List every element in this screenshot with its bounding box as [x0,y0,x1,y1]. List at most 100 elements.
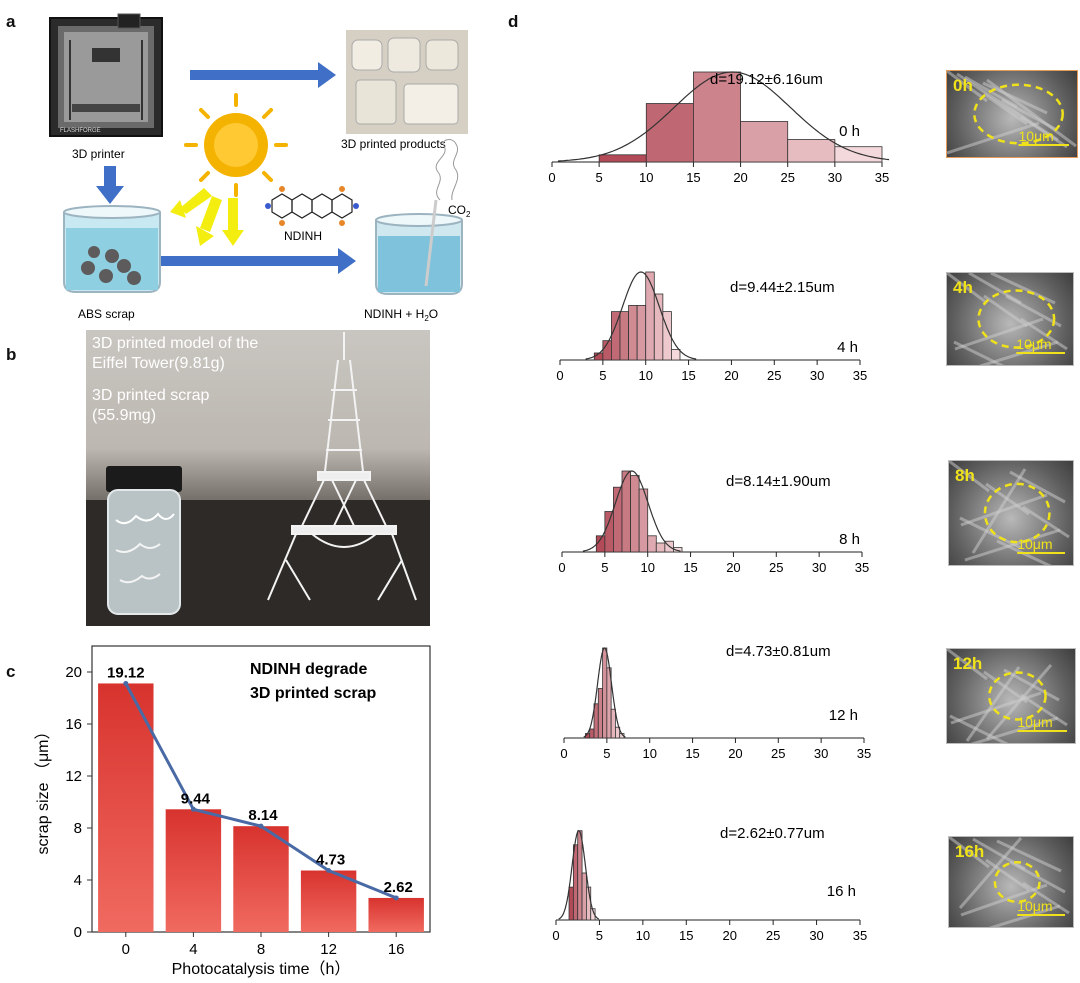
panel-a-schematic: FLASHFORGE 3D printer 3D printed product… [49,13,471,323]
hist-x-tick-label: 25 [769,560,783,575]
particle-outline [987,671,1047,721]
sem-scale-label: 10μm [1016,336,1051,352]
hist-bar [673,547,683,553]
hist-bar [604,511,614,553]
x-tick-label: 0 [122,941,130,958]
scrap-label: ABS scrap [78,307,135,321]
scrap-size-chart: 0 4 8 12 16 20 0 4 8 12 16 19.12 9.44 8.14 4.73 2.62 NDI… [34,645,431,978]
trend-point [326,868,332,874]
hist-x-tick-label: 10 [640,560,654,575]
caption-line-3: 3D printed scrap [92,387,210,404]
hist-x-tick-label: 20 [722,928,736,943]
sem-image-4h: 4h 10μm [946,272,1074,366]
y-tick-label: 12 [65,768,82,785]
beaker-scrap [63,205,161,293]
hist-x-tick-label: 0 [548,170,555,185]
hist-x-tick-label: 5 [596,928,603,943]
sem-texture: 4h 10μm [947,273,1068,365]
bar-0 [98,683,154,932]
y-tick-label: 20 [65,664,82,681]
hist-bar [671,349,681,361]
sem-image-column: 0h 10μm 4h 10μm 8h 10μm 12h 10μm 16h 10μm [940,0,1080,983]
size-histograms: 0 5 10 15 20 25 30 35 d=19.12±6.16um 0 h 0 5 10 15 20 2… [548,71,889,943]
y-tick-label: 16 [65,716,82,733]
hist-x-tick-label: 30 [809,928,823,943]
hist-x-tick-label: 20 [724,368,738,383]
hist-x-tick-label: 10 [642,746,656,761]
catalyst-label: NDINH [284,229,322,243]
sem-time-label: 8h [955,466,975,485]
sem-image-12h: 12h 10μm [946,648,1076,744]
light-arrows [170,188,244,246]
hist-bar [610,708,616,739]
hist-stat-label: d=4.73±0.81um [726,643,831,660]
trend-point [393,895,399,901]
printer-label: 3D printer [72,147,125,161]
hist-x-tick-label: 10 [638,368,652,383]
particle-outline [983,482,1051,544]
y-tick-label: 4 [74,872,82,889]
hist-time-label: 12 h [829,707,858,724]
sun-icon [184,93,288,197]
data-label: 9.44 [181,790,211,807]
chart-title: NDINH degrade [250,661,367,678]
hist-x-tick-label: 0 [556,368,563,383]
sem-time-label: 16h [955,842,984,861]
sem-scale-label: 10μm [1017,536,1052,552]
trend-point [190,806,196,812]
sem-image-8h: 8h 10μm [948,460,1074,566]
hist-x-tick-label: 25 [767,368,781,383]
hist-x-tick-label: 35 [875,170,889,185]
particle-outline [993,860,1041,904]
sem-image-0h: 0h 10μm [946,70,1078,158]
eiffel-tower-photo: 3D printed model of the Eiffel Tower(9.8… [86,330,430,626]
hist-x-tick-label: 25 [780,170,794,185]
arrows [96,62,356,274]
panel-letter-a: a [6,12,16,31]
ndinh-molecule-icon [271,193,353,219]
hist-x-tick-label: 20 [728,746,742,761]
photo-caption: 3D printed model of the Eiffel Tower(9.8… [92,334,258,426]
hist-time-label: 16 h [827,883,856,900]
hist-x-tick-label: 15 [683,560,697,575]
trend-point [258,823,264,829]
hist-bar [636,305,647,361]
hist-x-tick-label: 35 [855,560,869,575]
y-tick-label: 0 [74,924,82,941]
hist-x-tick-label: 25 [766,928,780,943]
hist-bar [645,103,694,163]
hist-bar [834,146,883,163]
hist-x-tick-label: 15 [679,928,693,943]
hist-bar [645,271,655,361]
hist-x-tick-label: 5 [603,746,610,761]
co2-smoke-icon [435,139,459,201]
hist-stat-label: d=9.44±2.15um [730,279,835,296]
hist-x-tick-label: 10 [636,928,650,943]
photo-illustration [86,332,430,626]
hist-x-tick-label: 30 [812,560,826,575]
caption-line-2: Eiffel Tower(9.81g) [92,355,225,372]
sem-texture: 8h 10μm [949,461,1070,565]
caption-line-1: 3D printed model of the [92,335,259,352]
hist-bar [589,728,595,739]
bar-16 [368,897,424,932]
hist-bar [693,71,741,163]
x-tick-label: 12 [320,941,337,958]
co2-label: CO2 [448,203,471,219]
sem-scale-label: 10μm [1017,714,1052,730]
hist-x-tick-label: 30 [814,746,828,761]
normal-fit-curve [585,271,697,360]
y-axis-label: scrap size （μm） [34,723,52,854]
x-tick-label: 4 [189,941,197,958]
hist-x-tick-label: 5 [596,170,603,185]
hist-bar [581,872,587,921]
hist-x-tick-label: 15 [686,170,700,185]
x-tick-label: 8 [257,941,265,958]
particle-outline [977,289,1056,349]
hist-time-label: 8 h [839,531,860,548]
sem-time-label: 4h [953,278,973,297]
sem-scale-label: 10μm [1017,898,1052,914]
hist-x-tick-label: 0 [558,560,565,575]
sem-time-label: 0h [953,76,973,95]
particle-outline [973,83,1064,145]
